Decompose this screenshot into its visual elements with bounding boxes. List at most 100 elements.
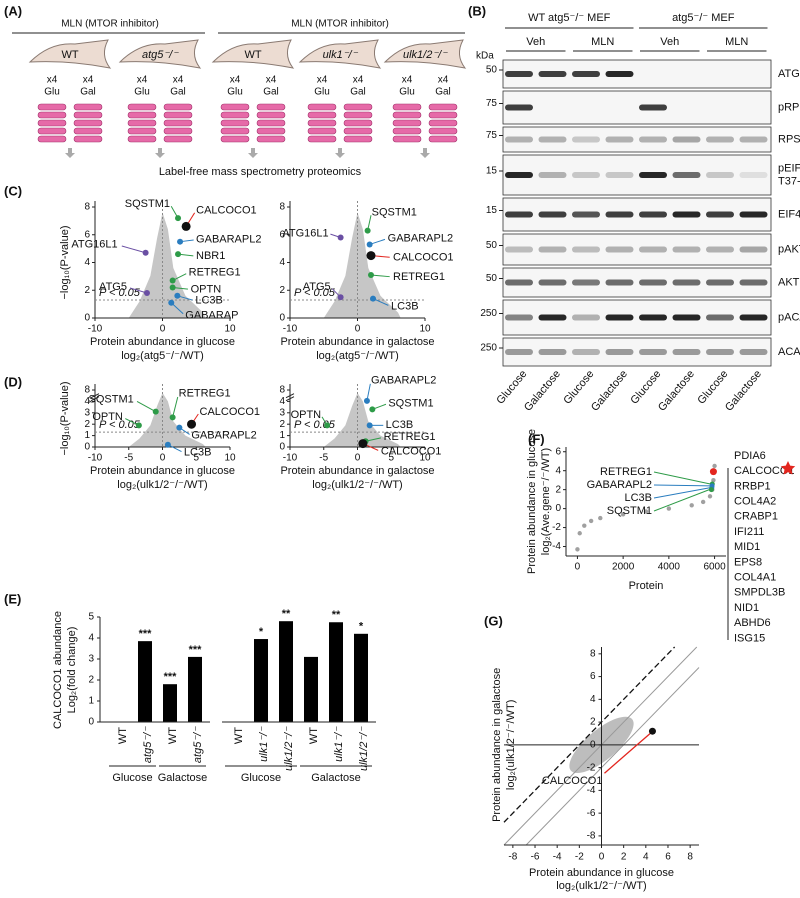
highlight-point <box>369 406 376 413</box>
protein-point <box>588 518 594 524</box>
category-label: atg5⁻/⁻ <box>192 726 204 763</box>
x-tick-label: 10 <box>224 453 236 464</box>
y-axis-label: Log₂(fold change) <box>66 627 78 714</box>
dish <box>220 135 250 143</box>
panel-label: (F) <box>528 431 545 446</box>
y-tick-label: 6 <box>590 671 596 682</box>
x-tick-label: -10 <box>88 324 103 335</box>
band <box>572 71 600 77</box>
group-label: Glucose <box>112 772 152 784</box>
dish <box>307 135 337 143</box>
cell-name: WT <box>61 49 78 61</box>
dish <box>37 103 67 111</box>
protein-point <box>700 499 706 505</box>
protein-point <box>598 515 603 521</box>
dish <box>343 103 373 111</box>
kda: 15 <box>486 166 498 177</box>
y-tick-label: 1 <box>279 430 285 441</box>
highlight-label: RETREG1 <box>393 271 445 283</box>
highlight-label: CALCOCO1 <box>542 775 603 787</box>
hit-label: SMPDL3B <box>734 587 785 599</box>
arrow <box>335 148 345 158</box>
highlight-label: SQSTM1 <box>89 394 134 406</box>
highlight-point <box>174 292 181 299</box>
dish <box>256 135 286 143</box>
band <box>739 136 768 143</box>
protein-name: ATG12–ATG5 <box>778 68 800 80</box>
x-tick-label: -6 <box>531 852 540 863</box>
dish <box>256 127 286 135</box>
lane-label: Glucose <box>695 368 730 407</box>
band <box>739 279 768 286</box>
band <box>505 349 533 355</box>
band <box>739 172 768 178</box>
dish <box>307 103 337 111</box>
significance: * <box>359 621 364 633</box>
highlight-label: SQSTM1 <box>372 206 417 218</box>
highlight-label: LC3B <box>184 447 212 459</box>
highlight-point <box>176 424 183 431</box>
band <box>639 136 667 143</box>
x-tick-label: -4 <box>553 852 562 863</box>
protein-point <box>620 512 626 517</box>
highlight-label: LC3B <box>386 419 414 431</box>
dish <box>256 103 286 111</box>
dish <box>220 127 250 135</box>
highlight-point <box>169 284 176 291</box>
protein-name: ACACA total <box>778 346 800 358</box>
y-axis-label: log₂(Ave.gene⁻/⁻/WT) <box>540 448 552 555</box>
band <box>639 172 667 178</box>
y-tick-label: 2 <box>590 717 596 728</box>
dish <box>428 119 458 127</box>
kda: 250 <box>480 308 497 319</box>
highlight-label: OPTN <box>191 283 222 295</box>
highlight-point <box>175 251 182 258</box>
protein-name: T37-46 <box>778 175 800 187</box>
highlight-point <box>364 227 371 234</box>
category-label: WT <box>233 727 245 744</box>
x-tick-label: 4000 <box>658 562 681 573</box>
y-tick-label: 5 <box>88 612 94 623</box>
category-label: WT <box>167 727 179 744</box>
condition-count: x4 <box>137 75 148 86</box>
treatment: Veh <box>526 36 545 48</box>
axis-break <box>90 393 100 402</box>
dish <box>163 119 193 127</box>
dish <box>127 119 157 127</box>
band <box>505 71 533 77</box>
highlight-label: ATG16L1 <box>71 239 117 251</box>
dish <box>37 119 67 127</box>
hit-label: PDIA6 <box>734 450 766 462</box>
axis-break <box>285 393 295 402</box>
y-tick-label: 8 <box>84 202 90 213</box>
band <box>572 246 600 253</box>
hit-label: CALCOCO1 <box>734 465 795 477</box>
y-tick-label: 2 <box>88 675 94 686</box>
key-point <box>709 468 717 476</box>
y-tick-label: 0 <box>84 313 90 324</box>
protein-name: pAKT1 S473 <box>778 243 800 255</box>
arrow <box>155 148 165 158</box>
highlight-point <box>177 238 184 245</box>
highlight-label: RETREG1 <box>600 466 652 478</box>
dish <box>220 119 250 127</box>
kda: 50 <box>486 65 498 76</box>
band <box>538 246 567 253</box>
dish <box>127 127 157 135</box>
highlight-point <box>708 487 714 493</box>
y-tick-label: 4 <box>84 257 90 268</box>
highlight-point <box>152 408 159 415</box>
hit-label: ISG15 <box>734 632 765 644</box>
significance: ** <box>332 609 341 621</box>
band <box>639 211 667 218</box>
highlight-point <box>142 249 149 256</box>
band <box>605 71 634 77</box>
y-tick-label: 8 <box>279 202 285 213</box>
x-axis-label: log₂(atg5⁻/⁻/WT) <box>121 350 204 362</box>
condition-medium: Glu <box>44 87 60 98</box>
x-tick-label: 0 <box>160 324 166 335</box>
band <box>505 279 533 286</box>
y-tick-label: 0 <box>88 717 94 728</box>
x-axis-label: Protein abundance in glucose <box>90 336 235 348</box>
significance: *** <box>164 671 178 683</box>
